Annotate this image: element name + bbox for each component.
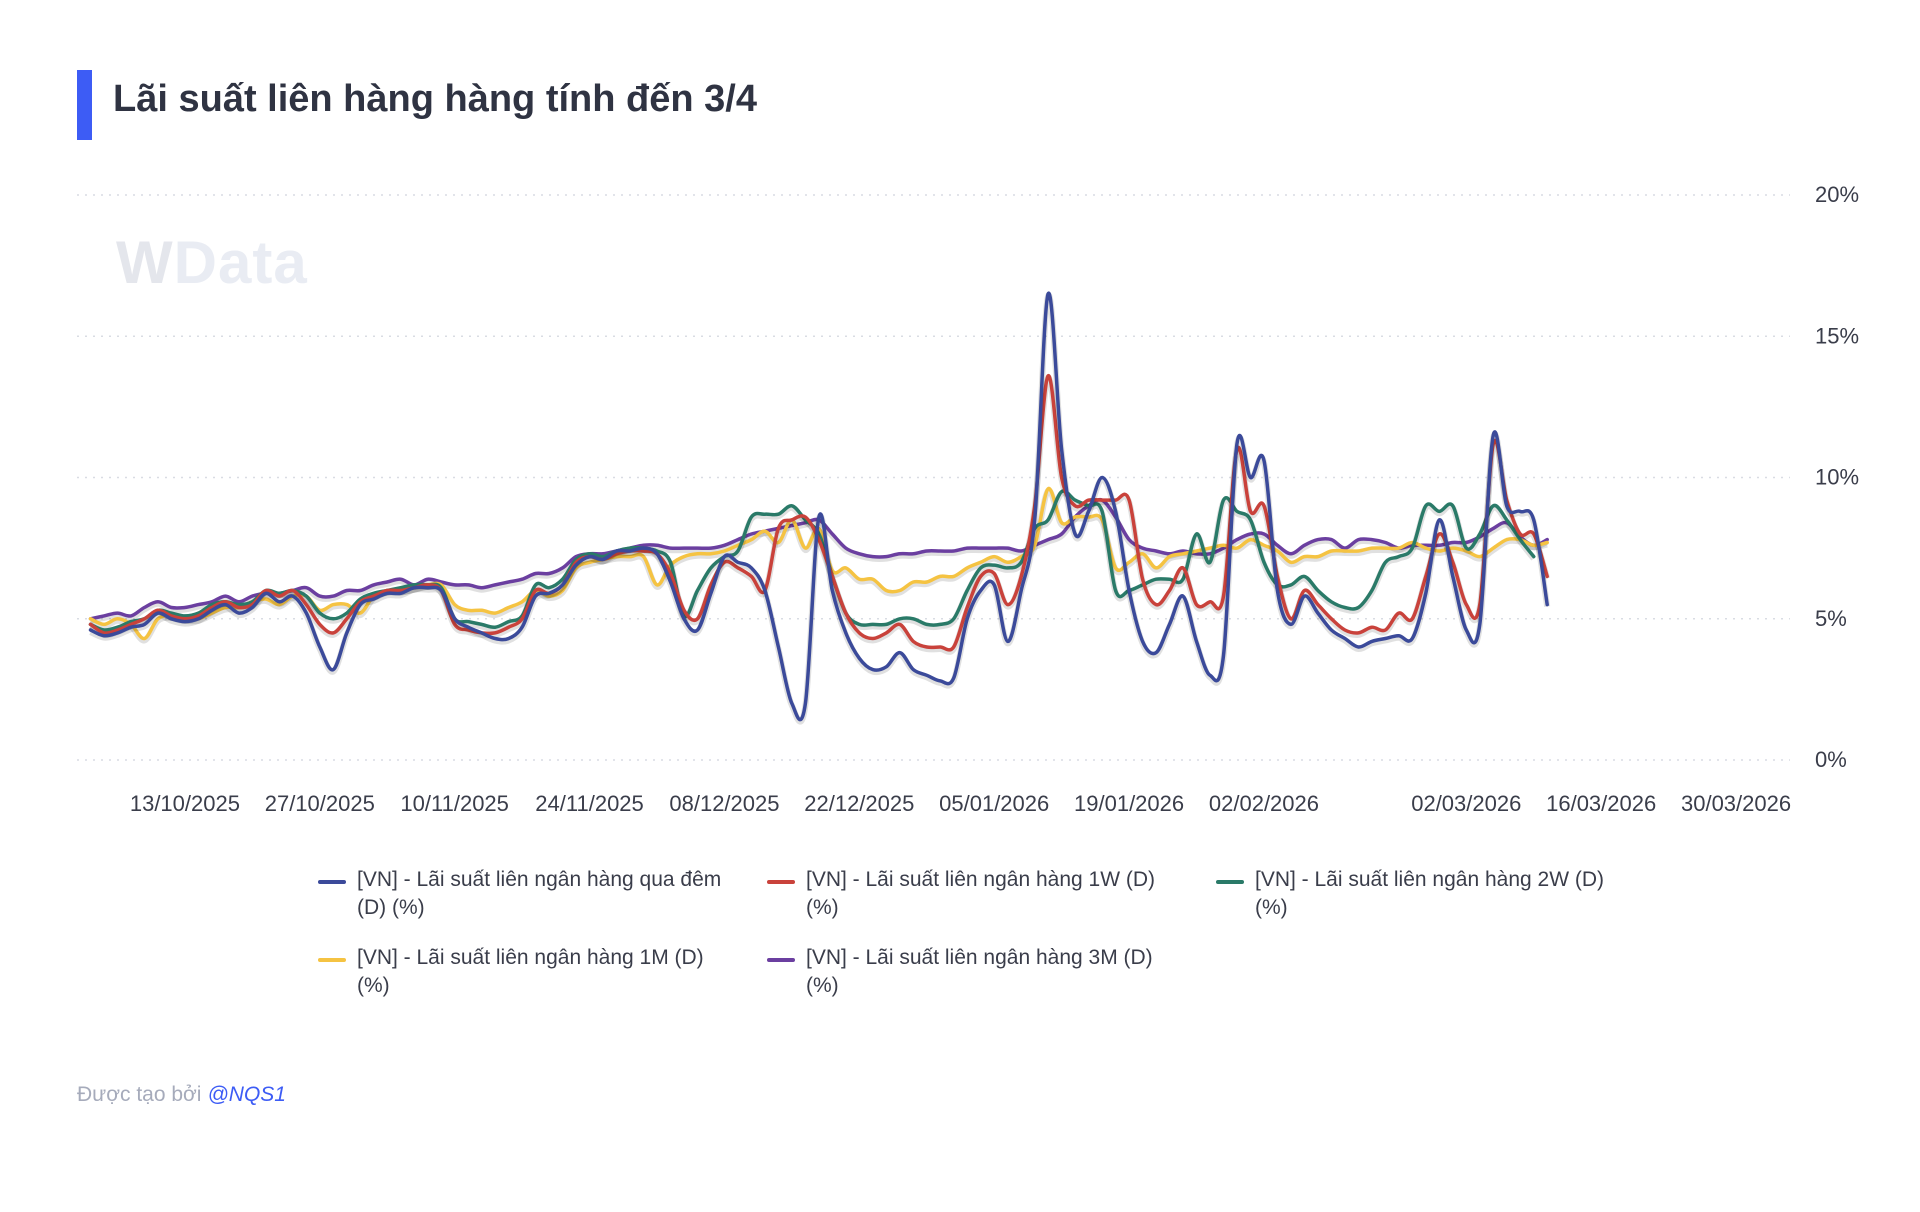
- x-tick-label: 05/01/2026: [939, 791, 1049, 816]
- legend-item[interactable]: [VN] - Lãi suất liên ngân hàng 2W (D) (%…: [1216, 866, 1616, 922]
- x-tick-label: 22/12/2025: [804, 791, 914, 816]
- credit-line: Được tạo bởi @NQS1: [77, 1083, 286, 1107]
- y-tick-label: 20%: [1815, 182, 1859, 207]
- legend-swatch: [767, 958, 795, 962]
- chart-legend: [VN] - Lãi suất liên ngân hàng qua đêm (…: [318, 866, 1618, 1000]
- y-tick-label: 5%: [1815, 606, 1847, 631]
- y-tick-label: 10%: [1815, 465, 1859, 490]
- line-chart: 20% 15% 10% 5% 0% 13/10/2025 27/10/2025 10/11/2…: [77, 182, 1859, 816]
- title-accent-bar: [77, 70, 92, 140]
- watermark-logo: WData: [116, 228, 308, 297]
- legend-label: [VN] - Lãi suất liên ngân hàng 2W (D) (%…: [1255, 868, 1605, 919]
- x-tick-label: 13/10/2025: [130, 791, 240, 816]
- x-tick-label: 27/10/2025: [265, 791, 375, 816]
- x-tick-label: 30/03/2026: [1681, 791, 1791, 816]
- legend-item[interactable]: [VN] - Lãi suất liên ngân hàng 1M (D) (%…: [318, 944, 767, 1000]
- watermark-w: W: [116, 229, 174, 296]
- legend-label: [VN] - Lãi suất liên ngân hàng qua đêm (…: [357, 868, 722, 919]
- x-tick-label: 08/12/2025: [669, 791, 779, 816]
- legend-label: [VN] - Lãi suất liên ngân hàng 3M (D) (%…: [806, 946, 1153, 997]
- legend-label: [VN] - Lãi suất liên ngân hàng 1W (D) (%…: [806, 868, 1156, 919]
- credit-label: Được tạo bởi: [77, 1083, 202, 1106]
- x-tick-label: 19/01/2026: [1074, 791, 1184, 816]
- chart-title: Lãi suất liên hàng hàng tính đến 3/4: [113, 78, 757, 120]
- legend-item[interactable]: [VN] - Lãi suất liên ngân hàng 1W (D) (%…: [767, 866, 1216, 922]
- x-tick-label: 16/03/2026: [1546, 791, 1656, 816]
- y-tick-label: 0%: [1815, 747, 1847, 772]
- legend-swatch: [1216, 880, 1244, 884]
- series-shadow: [89, 292, 1551, 725]
- x-tick-label: 24/11/2025: [535, 791, 643, 816]
- x-tick-label: 10/11/2025: [400, 791, 508, 816]
- x-tick-label: 02/03/2026: [1411, 791, 1521, 816]
- legend-swatch: [318, 880, 346, 884]
- y-tick-label: 15%: [1815, 323, 1859, 348]
- legend-item[interactable]: [VN] - Lãi suất liên ngân hàng qua đêm (…: [318, 866, 767, 922]
- legend-item[interactable]: [VN] - Lãi suất liên ngân hàng 3M (D) (%…: [767, 944, 1216, 1000]
- legend-label: [VN] - Lãi suất liên ngân hàng 1M (D) (%…: [357, 946, 704, 997]
- series-line: [88, 374, 1549, 652]
- author-handle[interactable]: @NQS1: [207, 1083, 286, 1106]
- series-line: [88, 291, 1549, 722]
- x-tick-label: 02/02/2026: [1209, 791, 1319, 816]
- legend-swatch: [318, 958, 346, 962]
- legend-swatch: [767, 880, 795, 884]
- watermark-text: Data: [173, 229, 308, 296]
